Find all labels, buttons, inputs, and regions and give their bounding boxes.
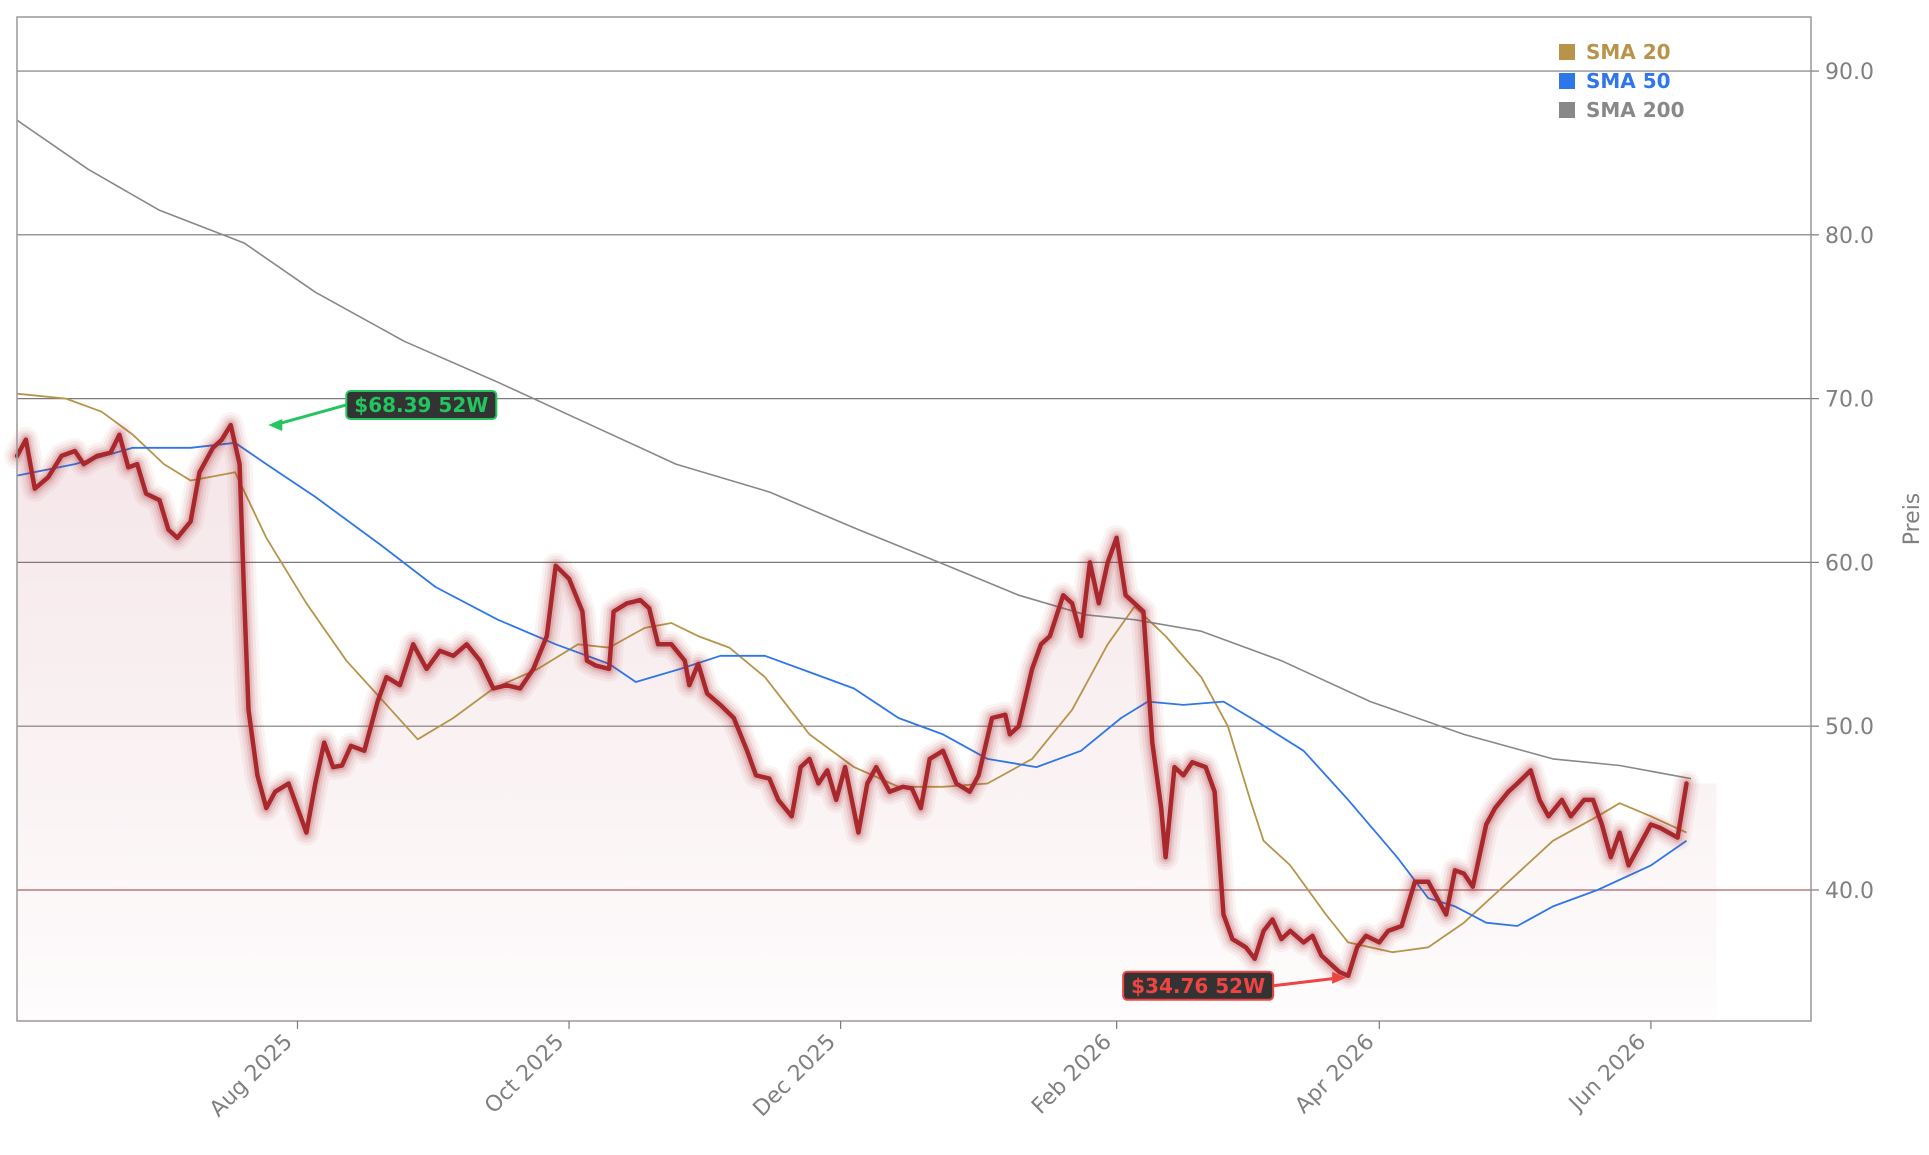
x-tick-label: Oct 2025 xyxy=(480,1030,569,1119)
legend-label: SMA 200 xyxy=(1586,98,1685,122)
x-tick-label: Apr 2026 xyxy=(1290,1030,1379,1119)
annotation-label: $34.76 52W xyxy=(1131,974,1265,998)
legend-label: SMA 20 xyxy=(1586,40,1671,64)
x-tick-label: Aug 2025 xyxy=(205,1030,298,1123)
legend: SMA 20 SMA 50 SMA 200 xyxy=(1559,40,1685,122)
y-axis: 40.0 50.0 60.0 70.0 80.0 90.0 xyxy=(1811,60,1874,904)
legend-swatch xyxy=(1559,44,1575,60)
y-tick-label: 60.0 xyxy=(1825,551,1874,576)
annotation-box xyxy=(1122,970,1275,1001)
x-axis: Aug 2025 Oct 2025 Dec 2025 Feb 2026 Apr 2026… xyxy=(205,1021,1652,1123)
annotation-label: $68.39 52W xyxy=(354,393,488,417)
price-line xyxy=(14,422,1689,979)
y-tick-label: 40.0 xyxy=(1825,879,1874,904)
x-tick-label: Dec 2025 xyxy=(749,1030,841,1122)
annotation-arrowhead xyxy=(268,418,283,431)
price-area xyxy=(17,425,1717,1021)
legend-swatch xyxy=(1559,102,1575,118)
annotations: $68.39 52W $34.76 52W xyxy=(268,389,1347,1001)
annotation-box xyxy=(345,389,498,420)
price-area-fill xyxy=(17,425,1717,1021)
legend-label: SMA 50 xyxy=(1586,69,1671,93)
y-axis-title: Preis xyxy=(1900,493,1925,546)
annotation-arrow xyxy=(1272,976,1341,988)
price-line-group xyxy=(4,412,1700,989)
annotation-arrow xyxy=(273,403,347,427)
plot-frame xyxy=(16,16,1812,1022)
annotation-arrowhead xyxy=(1332,971,1347,984)
sma-200-line xyxy=(16,119,1692,780)
y-tick-label: 70.0 xyxy=(1825,388,1874,413)
x-tick-label: Feb 2026 xyxy=(1027,1030,1117,1120)
legend-swatch xyxy=(1559,73,1575,89)
y-tick-label: 90.0 xyxy=(1825,60,1874,85)
x-tick-label: Jun 2026 xyxy=(1563,1030,1651,1118)
sma-20-line xyxy=(16,392,1687,954)
y-tick-label: 80.0 xyxy=(1825,224,1874,249)
y-tick-label: 50.0 xyxy=(1825,715,1874,740)
